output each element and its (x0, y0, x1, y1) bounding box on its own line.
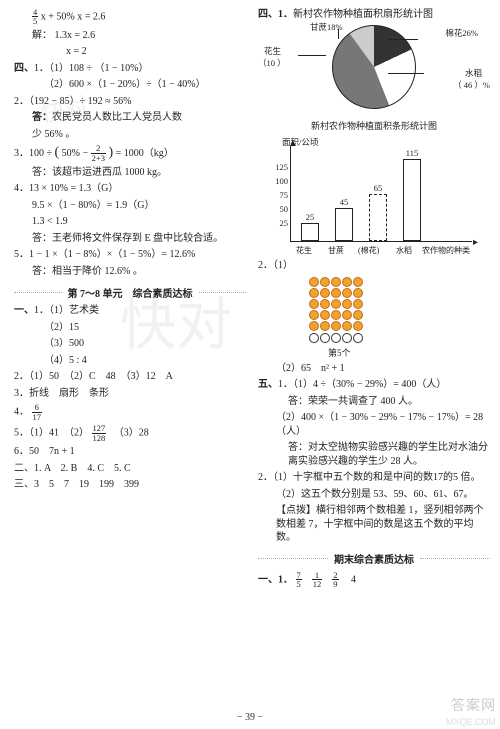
page-number: − 39 − (0, 712, 500, 723)
solve-1: 解： 1.3x = 2.6 (14, 29, 246, 43)
yi-4: 4． 617 (14, 403, 246, 421)
r-wu-1-ans1: 答：荣荣一共调查了 400 人。 (258, 395, 490, 409)
q4-1: 4．13 × 10% = 1.3（G） (14, 182, 246, 196)
page: 4 5 x + 50% x = 2.6 解： 1.3x = 2.6 x = 2 … (0, 0, 500, 700)
q4-ans: 答：王老师将文件保存到 E 盘中比较合适。 (14, 232, 246, 246)
bar-cane (335, 208, 353, 240)
yi-5: 5．（1）41 （2） 127128 （3）28 (14, 424, 246, 442)
circles-caption: 第5个 (258, 347, 490, 359)
bar-title: 新村农作物种植面积条形统计图 (258, 120, 490, 132)
pie-label-rice-b: （ 46 ）% (453, 79, 490, 91)
er: 二、1. A 2. B 4. C 5. C (14, 462, 246, 476)
bar-peanut (301, 223, 319, 241)
r-wu-2-1: 2．（1）十字框中五个数的和是中间的数17的5 倍。 (258, 471, 490, 485)
eq-line-1: 4 5 x + 50% x = 2.6 (14, 8, 246, 26)
yi-1-3: （3）500 (14, 337, 246, 351)
eq1-text: x + 50% x = 2.6 (41, 11, 106, 22)
arrow-right-icon: ▸ (473, 237, 478, 248)
corner-watermark-2: MXQE.COM (446, 717, 496, 727)
r-wu-2-2: （2）这五个数分别是 53、59、60、61、67。 (258, 488, 490, 502)
q2-ans: 答：农民党员人数比工人党员人数 (14, 111, 246, 125)
frac-4-5: 4 5 (32, 8, 38, 26)
pie-label-peanut-a: 花生 (264, 45, 281, 57)
left-column: 4 5 x + 50% x = 2.6 解： 1.3x = 2.6 x = 2 … (14, 6, 252, 700)
pie-label-cotton: 棉花26% (445, 27, 478, 39)
san: 三、3 5 7 19 199 399 (14, 478, 246, 492)
q5-ans: 答：相当于降价 12.6% 。 (14, 265, 246, 279)
r-wu-1-1: 五、1．（1）4 ÷（30% − 29%）= 400（人） (258, 378, 490, 392)
right-column: 四、1．新村农作物种植面积扇形统计图 甘蔗18% 棉花26% 花生 （10 ） … (252, 6, 490, 700)
q4-3: 1.3 < 1.9 (14, 215, 246, 229)
r-wu-1-ans2: 答：对太空抛物实验感兴趣的学生比对水油分离实验感兴趣的学生少 28 人。 (258, 441, 490, 468)
section-divider-final: 期末综合素质达标 (258, 551, 490, 566)
bar-cotton (369, 194, 387, 241)
r-si4: 四、1．新村农作物种植面积扇形统计图 (258, 8, 490, 22)
q5-1: 5．1 − 1 ×（1 − 8%）×（1 − 5%）= 12.6% (14, 248, 246, 262)
yi-3: 3．折线 扇形 条形 (14, 387, 246, 401)
bar-rice (403, 159, 421, 241)
q3-ans: 答：该超市运进西瓜 1000 kg。 (14, 166, 246, 180)
q2-1: 2．（192 − 85）÷ 192 ≈ 56% (14, 95, 246, 109)
yi-6: 6．50 7n + 1 (14, 445, 246, 459)
pie-label-rice-a: 水稻 (465, 67, 482, 79)
q1-2: （2）600 ×（1 − 20%）÷（1 − 40%） (14, 78, 246, 92)
yi-1-1: 一、1．（1）艺术类 (14, 304, 246, 318)
bar-chart: 面积/公顷 ▲ ▸ 25 45 65 115 25 50 75 100 125 … (266, 136, 476, 256)
q3-1: 3．100 ÷ ( 50% − 2 2+3 ) = 1000（kg） (14, 144, 246, 163)
r-q2-1: 2．（1） (258, 259, 490, 273)
bar-axes: 25 45 65 115 (290, 146, 472, 242)
solve-2: x = 2 (14, 45, 246, 59)
yi-1-2: （2）15 (14, 321, 246, 335)
section-divider-78: 第 7～8 单元 综合素质达标 (14, 285, 246, 300)
yi-2: 2．（1）50 （2）C 48 （3）12 A (14, 370, 246, 384)
r-yi2: 一、1． 75 112 29 4 (258, 571, 490, 589)
r-wu-1-2: （2）400 ×（1 − 30% − 29% − 17% − 17%）= 28（… (258, 411, 490, 438)
q4-2: 9.5 ×（1 − 80%）= 1.9（G） (14, 199, 246, 213)
pie-label-peanut-b: （10 ） (258, 57, 286, 69)
yi-1-4: （4）5 : 4 (14, 354, 246, 368)
circles-pattern (308, 276, 490, 343)
q2-ans-b: 少 56% 。 (14, 128, 246, 142)
corner-watermark-1: 答案网 (451, 695, 496, 715)
section-4-1: 四、1．（1）108 ÷ （1 − 10%） (14, 62, 246, 76)
r-wu-hint: 【点拨】横行相邻两个数相差 1，竖列相邻两个数相差 7，十字框中间的数是这五个数… (258, 504, 490, 545)
r-q2-2: （2）65 n² + 1 (258, 362, 490, 376)
pie-chart: 甘蔗18% 棉花26% 花生 （10 ） 水稻 （ 46 ）% (258, 23, 490, 119)
pie-body (332, 25, 416, 109)
frac-2-23: 2 2+3 (91, 144, 106, 162)
